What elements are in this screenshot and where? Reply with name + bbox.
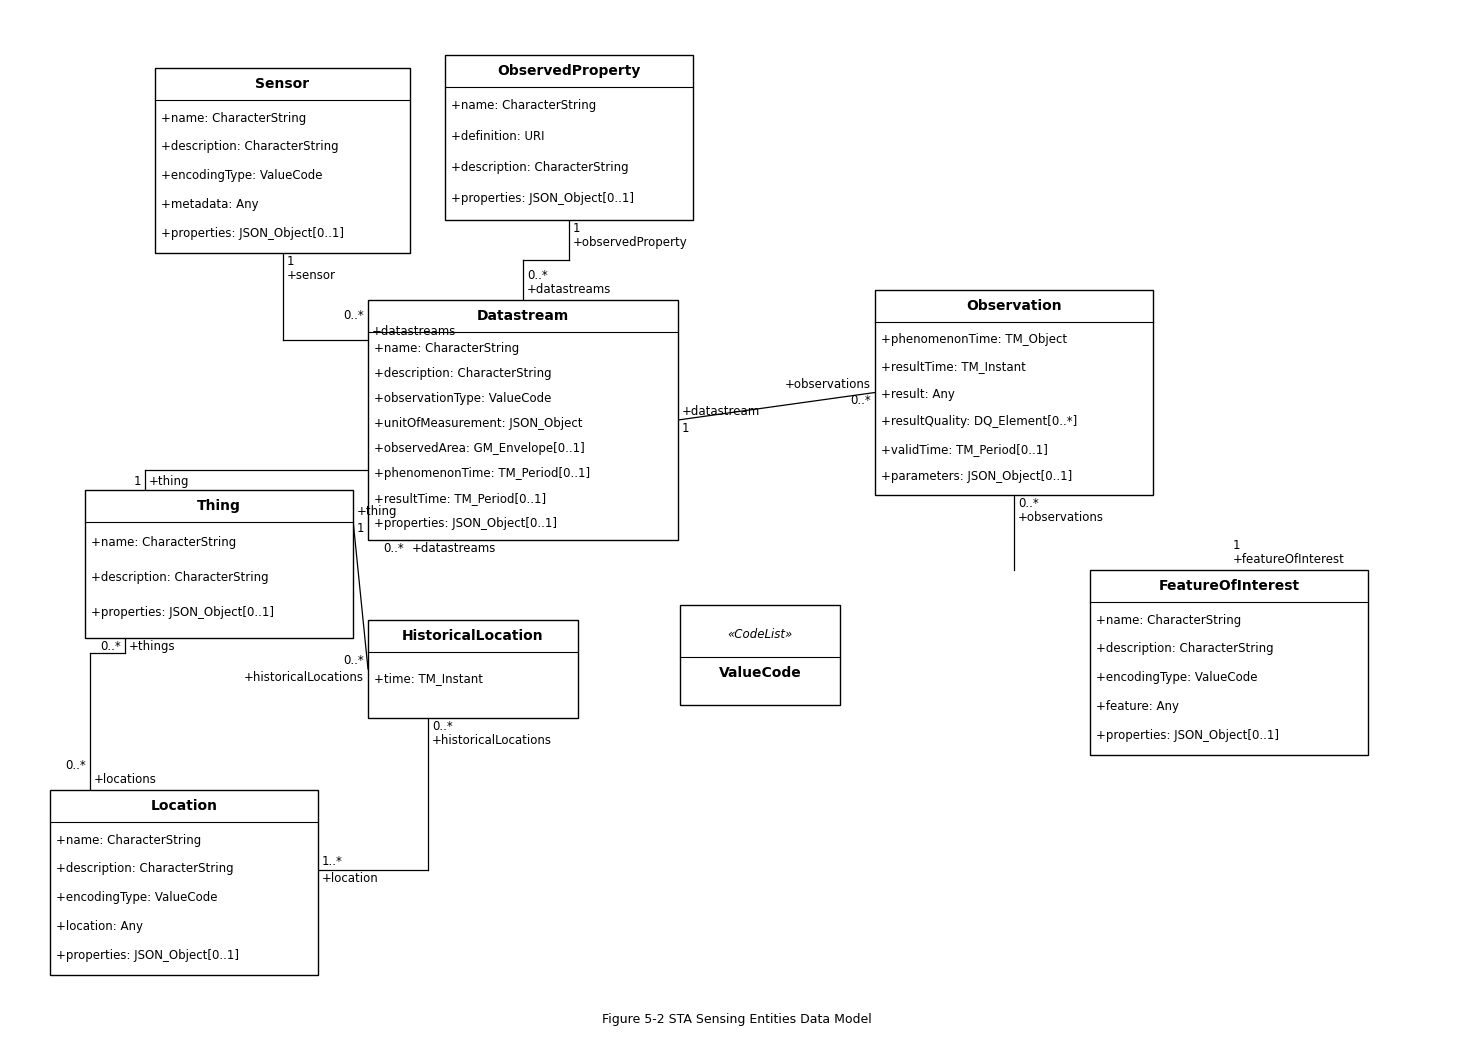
Text: 0..*: 0..* xyxy=(527,269,548,282)
Text: +thing: +thing xyxy=(356,505,398,518)
Text: +resultTime: TM_Period[0..1]: +resultTime: TM_Period[0..1] xyxy=(374,493,546,505)
Text: +datastreams: +datastreams xyxy=(412,542,496,555)
Text: +datastreams: +datastreams xyxy=(527,283,611,296)
Text: Thing: Thing xyxy=(197,499,242,513)
Text: ValueCode: ValueCode xyxy=(719,666,801,680)
Text: +time: TM_Instant: +time: TM_Instant xyxy=(374,672,483,685)
Text: +properties: JSON_Object[0..1]: +properties: JSON_Object[0..1] xyxy=(56,949,239,962)
Text: +description: CharacterString: +description: CharacterString xyxy=(56,862,234,876)
Text: +description: CharacterString: +description: CharacterString xyxy=(91,571,268,585)
Bar xyxy=(875,290,1153,495)
Text: 0..*: 0..* xyxy=(65,759,85,772)
Text: HistoricalLocation: HistoricalLocation xyxy=(402,628,544,643)
Text: +properties: JSON_Object[0..1]: +properties: JSON_Object[0..1] xyxy=(374,518,557,530)
Text: +encodingType: ValueCode: +encodingType: ValueCode xyxy=(56,892,218,904)
Text: +name: CharacterString: +name: CharacterString xyxy=(56,833,202,847)
Text: +parameters: JSON_Object[0..1]: +parameters: JSON_Object[0..1] xyxy=(881,470,1072,483)
Bar xyxy=(50,790,318,975)
Text: +location: +location xyxy=(323,872,379,885)
Text: +sensor: +sensor xyxy=(287,269,336,282)
Text: 0..*: 0..* xyxy=(383,542,404,555)
Text: +name: CharacterString: +name: CharacterString xyxy=(1096,614,1242,626)
Text: +description: CharacterString: +description: CharacterString xyxy=(374,367,551,380)
Text: Sensor: Sensor xyxy=(255,77,309,91)
Text: +observations: +observations xyxy=(1018,511,1103,524)
Text: 0..*: 0..* xyxy=(432,720,452,733)
Text: +name: CharacterString: +name: CharacterString xyxy=(91,536,236,549)
Text: +name: CharacterString: +name: CharacterString xyxy=(161,112,306,124)
Text: 0..*: 0..* xyxy=(343,309,364,322)
Text: +datastreams: +datastreams xyxy=(373,325,457,338)
Text: 0..*: 0..* xyxy=(850,395,871,407)
Text: +things: +things xyxy=(130,640,175,652)
Text: +resultTime: TM_Instant: +resultTime: TM_Instant xyxy=(881,360,1025,374)
Text: ObservedProperty: ObservedProperty xyxy=(498,64,641,78)
Text: +description: CharacterString: +description: CharacterString xyxy=(451,161,629,174)
Text: +phenomenonTime: TM_Period[0..1]: +phenomenonTime: TM_Period[0..1] xyxy=(374,468,591,480)
Text: 0..*: 0..* xyxy=(343,654,364,667)
Text: +observedProperty: +observedProperty xyxy=(573,236,688,250)
Text: 0..*: 0..* xyxy=(1018,497,1038,511)
Text: +encodingType: ValueCode: +encodingType: ValueCode xyxy=(1096,671,1258,684)
Text: +featureOfInterest: +featureOfInterest xyxy=(1233,553,1345,566)
Text: 0..*: 0..* xyxy=(100,640,121,652)
Text: +name: CharacterString: +name: CharacterString xyxy=(374,342,520,355)
Text: +properties: JSON_Object[0..1]: +properties: JSON_Object[0..1] xyxy=(161,227,345,240)
Text: 1: 1 xyxy=(356,522,364,535)
Text: 1: 1 xyxy=(134,475,141,488)
Text: Location: Location xyxy=(150,799,218,813)
Text: Datastream: Datastream xyxy=(477,309,569,323)
Text: +definition: URI: +definition: URI xyxy=(451,130,545,143)
Text: +unitOfMeasurement: JSON_Object: +unitOfMeasurement: JSON_Object xyxy=(374,418,582,430)
Bar xyxy=(155,68,409,253)
Text: Observation: Observation xyxy=(966,299,1062,313)
Bar xyxy=(445,55,692,220)
Text: +properties: JSON_Object[0..1]: +properties: JSON_Object[0..1] xyxy=(91,607,274,619)
Bar xyxy=(85,490,354,638)
Text: +locations: +locations xyxy=(94,773,158,786)
Text: +location: Any: +location: Any xyxy=(56,920,143,933)
Text: +observations: +observations xyxy=(785,378,871,390)
Bar xyxy=(368,300,678,540)
Text: +metadata: Any: +metadata: Any xyxy=(161,198,259,211)
Text: 1..*: 1..* xyxy=(323,855,343,868)
Text: «CodeList»: «CodeList» xyxy=(728,628,792,641)
Text: +result: Any: +result: Any xyxy=(881,388,955,401)
Text: FeatureOfInterest: FeatureOfInterest xyxy=(1158,579,1299,593)
Text: 1: 1 xyxy=(1233,539,1240,552)
Text: +feature: Any: +feature: Any xyxy=(1096,701,1178,713)
Text: 1: 1 xyxy=(573,222,580,235)
Text: +name: CharacterString: +name: CharacterString xyxy=(451,99,597,113)
Text: 1: 1 xyxy=(682,422,689,435)
Text: +encodingType: ValueCode: +encodingType: ValueCode xyxy=(161,169,323,183)
Text: 1: 1 xyxy=(287,255,295,268)
Text: +historicalLocations: +historicalLocations xyxy=(245,671,364,684)
Text: Figure 5-2 STA Sensing Entities Data Model: Figure 5-2 STA Sensing Entities Data Mod… xyxy=(601,1013,872,1026)
Text: +description: CharacterString: +description: CharacterString xyxy=(161,140,339,153)
Text: +phenomenonTime: TM_Object: +phenomenonTime: TM_Object xyxy=(881,333,1066,346)
Text: +historicalLocations: +historicalLocations xyxy=(432,734,552,748)
Text: +datastream: +datastream xyxy=(682,405,760,418)
Text: +properties: JSON_Object[0..1]: +properties: JSON_Object[0..1] xyxy=(1096,729,1279,742)
Text: +observedArea: GM_Envelope[0..1]: +observedArea: GM_Envelope[0..1] xyxy=(374,443,585,455)
Text: +description: CharacterString: +description: CharacterString xyxy=(1096,642,1274,656)
Text: +properties: JSON_Object[0..1]: +properties: JSON_Object[0..1] xyxy=(451,192,633,206)
Bar xyxy=(368,620,577,718)
Text: +observationType: ValueCode: +observationType: ValueCode xyxy=(374,393,551,405)
Bar xyxy=(1090,570,1368,755)
Bar xyxy=(681,606,840,705)
Text: +resultQuality: DQ_Element[0..*]: +resultQuality: DQ_Element[0..*] xyxy=(881,416,1077,428)
Text: +thing: +thing xyxy=(149,475,190,488)
Text: +validTime: TM_Period[0..1]: +validTime: TM_Period[0..1] xyxy=(881,443,1047,456)
